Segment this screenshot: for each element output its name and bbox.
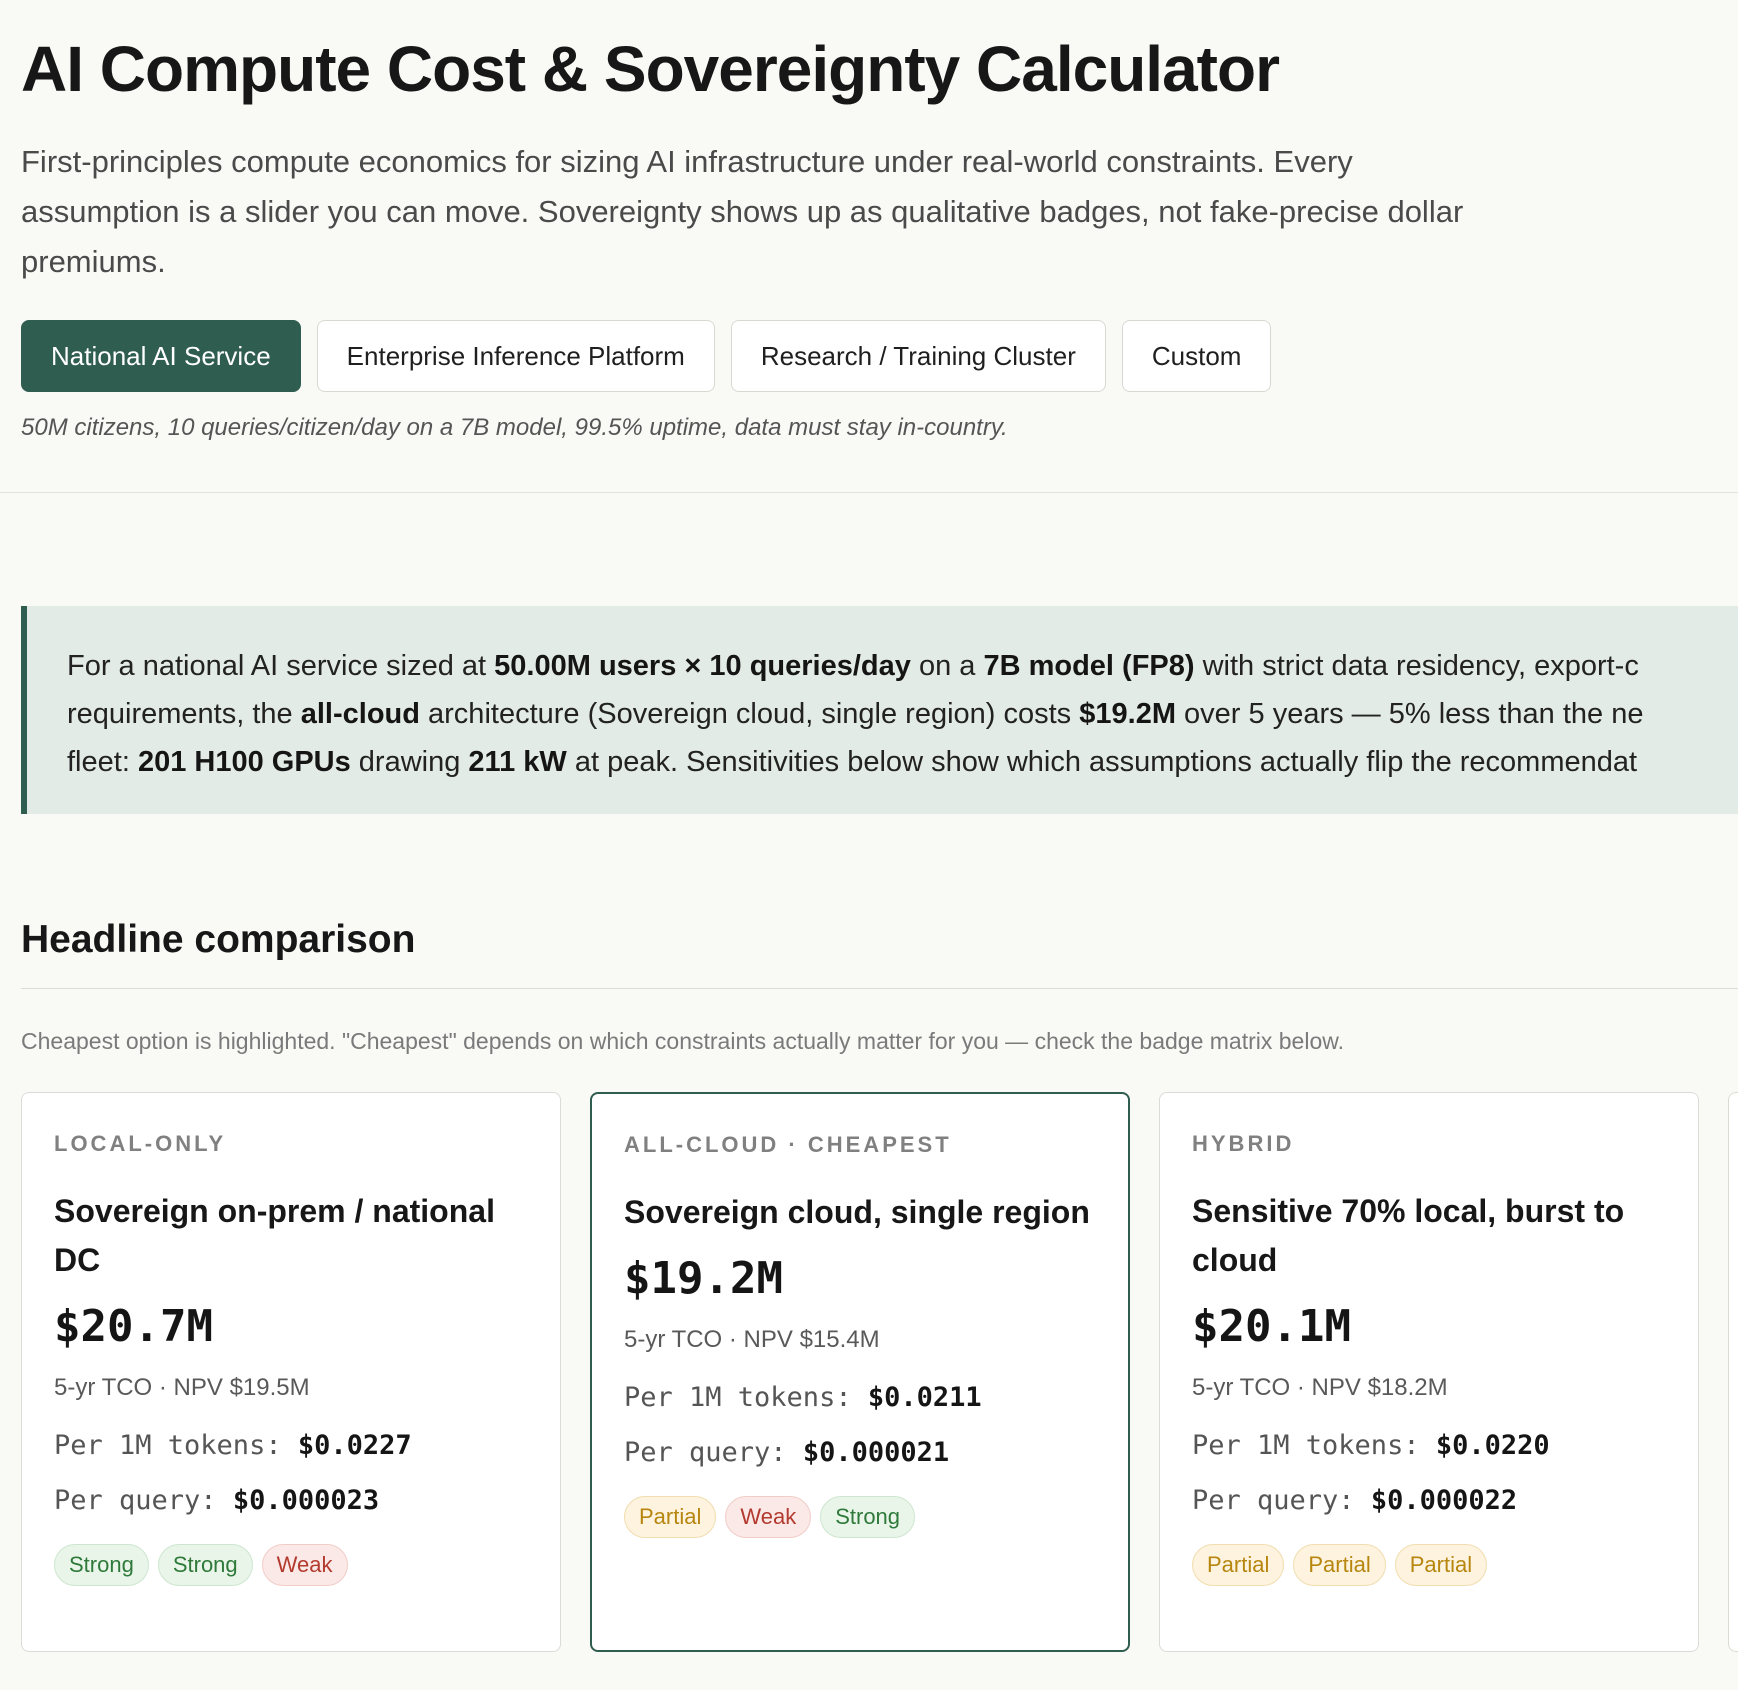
summary-text: architecture (Sovereign cloud, single re… [419,698,1080,730]
sovereignty-badges: Strong Strong Weak [54,1544,528,1586]
metric-value: $0.000021 [802,1437,950,1468]
card-price: $19.2M [624,1253,783,1304]
badge-strong: Strong [157,1544,253,1586]
card-title: Sovereign cloud, single region [624,1194,1090,1230]
card-eyebrow: LOCAL-ONLY [54,1131,227,1156]
badge-weak: Weak [261,1544,348,1586]
badge-partial: Partial [1192,1544,1285,1586]
summary-gpus: 201 H100 GPUs [137,746,351,778]
metric-label: Per query: [1192,1485,1371,1516]
card-eyebrow: ALL-CLOUD · CHEAPEST [624,1132,952,1157]
preset-selector: National AI Service Enterprise Inference… [21,320,1738,392]
card-tco: 5-yr TCO · NPV $18.2M [1192,1374,1448,1401]
per-query-cost: Per query: $0.000023 [54,1485,528,1516]
sovereignty-badges: Partial Weak Strong [624,1496,1096,1538]
preset-description: 50M citizens, 10 queries/citizen/day on … [21,414,1008,441]
card-tco: 5-yr TCO · NPV $15.4M [624,1326,880,1353]
card-all-cloud: ALL-CLOUD · CHEAPEST Sovereign cloud, si… [590,1092,1130,1652]
divider [0,492,1738,493]
section-divider [21,988,1738,989]
summary-text: over 5 years — 5% less than the ne [1175,698,1644,730]
sovereignty-badges: Partial Partial Partial [1192,1544,1666,1586]
summary-power: 211 kW [468,746,567,778]
card-tco: 5-yr TCO · NPV $19.5M [54,1374,310,1401]
summary-text: fleet: [67,746,138,778]
summary-text: with strict data residency, export-c [1194,650,1639,682]
summary-text: on a [910,650,984,682]
metric-value: $0.000022 [1370,1485,1518,1516]
card-local-only: LOCAL-ONLY Sovereign on-prem / national … [21,1092,561,1652]
preset-research-training[interactable]: Research / Training Cluster [730,320,1106,392]
summary-cost: $19.2M [1079,698,1176,730]
per-token-cost: Per 1M tokens: $0.0211 [624,1382,1096,1413]
preset-enterprise-inference[interactable]: Enterprise Inference Platform [316,320,715,392]
badge-partial: Partial [624,1496,717,1538]
summary-text: at peak. Sensitivities below show which … [566,746,1638,778]
comparison-cards: LOCAL-ONLY Sovereign on-prem / national … [21,1092,1738,1652]
badge-partial: Partial [1293,1544,1386,1586]
per-token-cost: Per 1M tokens: $0.0220 [1192,1430,1666,1461]
page-header: AI Compute Cost & Sovereignty Calculator… [0,0,1738,442]
headline-comparison-title: Headline comparison [21,918,416,961]
summary-text: drawing [350,746,469,778]
card-hybrid: HYBRID Sensitive 70% local, burst to clo… [1159,1092,1699,1652]
badge-partial: Partial [1394,1544,1488,1586]
metric-value: $0.0227 [297,1430,412,1461]
card-title: Sensitive 70% local, burst to cloud [1192,1193,1625,1278]
summary-text: For a national AI service sized at [67,650,495,682]
preset-custom[interactable]: Custom [1121,320,1272,392]
summary-text: requirements, the [67,698,301,730]
summary-users: 50.00M users × 10 queries/day [494,650,911,682]
recommendation-summary: For a national AI service sized at 50.00… [21,606,1738,814]
page-intro: First-principles compute economics for s… [21,144,1464,279]
card-eyebrow: HYBRID [1192,1131,1295,1156]
summary-architecture: all-cloud [300,698,420,730]
metric-label: Per 1M tokens: [624,1382,868,1413]
headline-comparison-note: Cheapest option is highlighted. "Cheapes… [21,1028,1344,1054]
page-title: AI Compute Cost & Sovereignty Calculator [21,33,1280,105]
summary-line-3: fleet: 201 H100 GPUs drawing 211 kW at p… [67,738,1738,786]
badge-strong: Strong [820,1496,916,1538]
metric-value: $0.000023 [232,1485,380,1516]
metric-label: Per 1M tokens: [1192,1430,1436,1461]
badge-weak: Weak [725,1496,812,1538]
metric-label: Per query: [54,1485,233,1516]
preset-national-ai-service[interactable]: National AI Service [21,320,301,392]
per-query-cost: Per query: $0.000022 [1192,1485,1666,1516]
per-query-cost: Per query: $0.000021 [624,1437,1096,1468]
summary-line-2: requirements, the all-cloud architecture… [67,690,1738,738]
summary-line-1: For a national AI service sized at 50.00… [67,642,1738,690]
badge-strong: Strong [54,1544,149,1586]
metric-label: Per 1M tokens: [54,1430,298,1461]
metric-label: Per query: [624,1437,803,1468]
per-token-cost: Per 1M tokens: $0.0227 [54,1430,528,1461]
card-price: $20.1M [1192,1301,1351,1352]
metric-value: $0.0220 [1435,1430,1550,1461]
card-title: Sovereign on-prem / national DC [54,1193,495,1278]
metric-value: $0.0211 [867,1382,982,1413]
card-partial-offscreen [1728,1092,1738,1652]
summary-model: 7B model (FP8) [983,650,1195,682]
card-price: $20.7M [54,1301,213,1352]
